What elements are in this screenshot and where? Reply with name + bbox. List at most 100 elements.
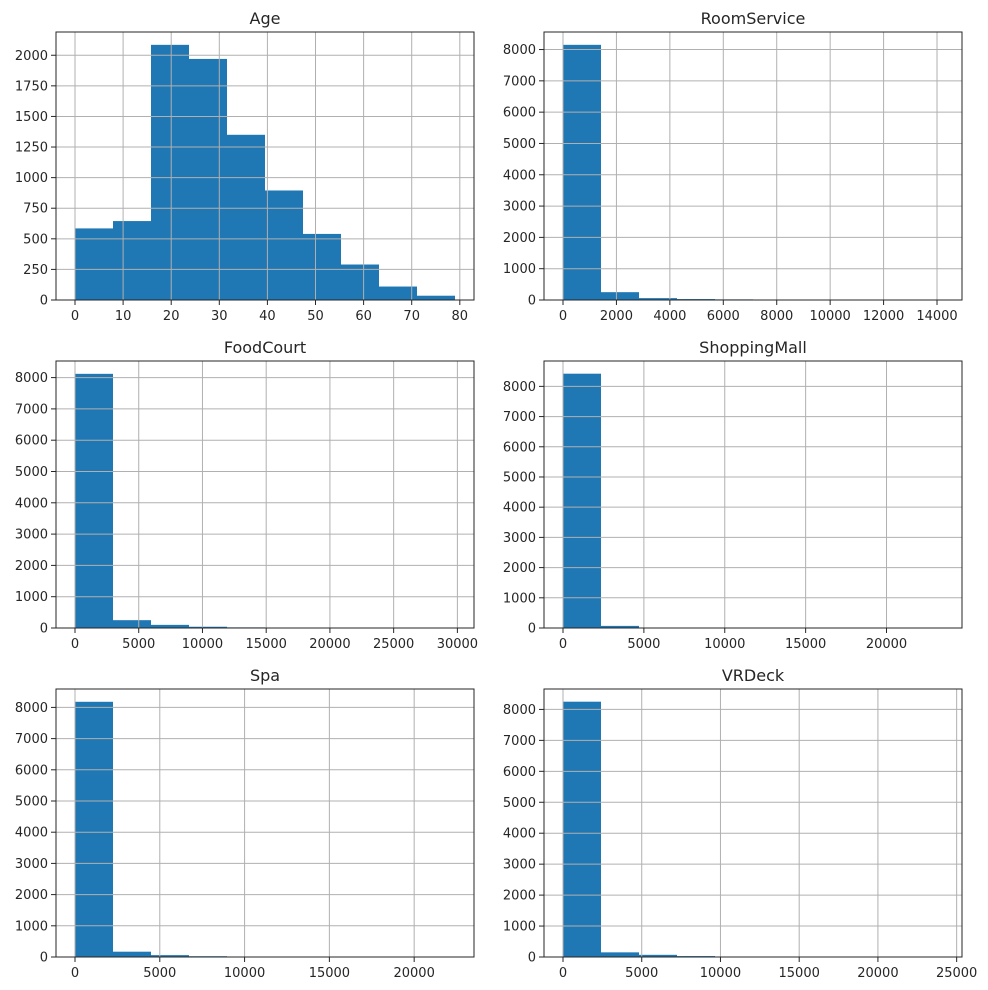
- spa-ytick-label-0: 0: [40, 951, 48, 966]
- spa-bar-2: [151, 955, 189, 957]
- vrdeck-ytick-label-0: 0: [528, 951, 536, 966]
- roomservice-bar-2: [639, 298, 677, 300]
- foodcourt-ytick-label-7: 7000: [15, 402, 48, 417]
- panel-title-roomservice: RoomService: [701, 9, 806, 28]
- vrdeck-bars: [563, 701, 943, 957]
- spa-ytick-label-2: 2000: [15, 888, 48, 903]
- foodcourt-xtick-label-0: 0: [71, 637, 79, 652]
- age-ytick-label-6: 1500: [15, 110, 48, 125]
- spa-ytick-label-5: 5000: [15, 795, 48, 810]
- shoppingmall-x-axis: 0 5000 10000 15000 20000: [559, 628, 907, 652]
- shoppingmall-grid: [544, 361, 962, 629]
- panel-title-spa: Spa: [250, 666, 280, 685]
- roomservice-bar-1: [601, 292, 639, 300]
- age-xtick-label-8: 80: [452, 309, 469, 324]
- vrdeck-y-axis: 0 1000 2000 3000 4000 5000 6000 7000 8000: [503, 703, 544, 966]
- spa-ytick-label-7: 7000: [15, 732, 48, 747]
- foodcourt-bar-2: [151, 624, 189, 628]
- panel-shoppingmall: ShoppingMall 0 5000 10000 15000 20000 0 1000 20…: [503, 338, 963, 652]
- panel-vrdeck: VRDeck 0 5000 10000 15000 20000 25000 0 1000 200…: [503, 666, 977, 981]
- age-grid: [56, 32, 474, 301]
- age-ytick-label-7: 1750: [15, 79, 48, 94]
- shoppingmall-ytick-label-8: 8000: [503, 380, 536, 395]
- roomservice-ytick-label-0: 0: [528, 294, 536, 309]
- shoppingmall-xtick-label-4: 20000: [866, 637, 907, 652]
- panel-foodcourt: FoodCourt 0 5000 10000 15000 20000 25000 30000…: [15, 338, 478, 652]
- age-ytick-label-1: 250: [23, 263, 48, 278]
- foodcourt-xtick-label-6: 30000: [437, 637, 478, 652]
- panel-title-age: Age: [250, 9, 281, 28]
- spa-bar-0: [75, 701, 113, 957]
- foodcourt-ytick-label-6: 6000: [15, 434, 48, 449]
- roomservice-xtick-label-2: 4000: [653, 309, 686, 324]
- spa-xtick-label-2: 10000: [224, 966, 265, 981]
- age-ytick-label-5: 1250: [15, 141, 48, 156]
- shoppingmall-xtick-label-0: 0: [559, 637, 567, 652]
- age-bar-2: [151, 44, 189, 300]
- panel-roomservice: RoomService 0 2000 4000 6000 8000 10000 12000 1…: [503, 9, 963, 324]
- foodcourt-bars: [75, 373, 455, 628]
- age-xtick-label-2: 20: [163, 309, 180, 324]
- vrdeck-xtick-label-3: 15000: [779, 966, 820, 981]
- age-bar-8: [379, 286, 417, 300]
- panel-title-vrdeck: VRDeck: [722, 666, 785, 685]
- roomservice-ytick-label-5: 5000: [503, 137, 536, 152]
- panel-title-shoppingmall: ShoppingMall: [699, 338, 807, 357]
- spa-xtick-label-1: 5000: [143, 966, 176, 981]
- age-bar-9: [417, 295, 455, 300]
- age-xtick-label-1: 10: [115, 309, 132, 324]
- age-bar-3: [189, 58, 227, 300]
- spa-bar-1: [113, 951, 151, 957]
- foodcourt-xtick-label-3: 15000: [246, 637, 287, 652]
- foodcourt-xtick-label-4: 20000: [309, 637, 350, 652]
- spa-xtick-label-4: 20000: [393, 966, 434, 981]
- shoppingmall-bars: [563, 373, 943, 628]
- spa-ytick-label-3: 3000: [15, 857, 48, 872]
- age-y-axis: 0 250 500 750 1000 1250 1500 1750 2000: [15, 49, 56, 309]
- shoppingmall-bar-0: [563, 373, 601, 628]
- shoppingmall-ytick-label-3: 3000: [503, 531, 536, 546]
- spa-ytick-label-8: 8000: [15, 701, 48, 716]
- vrdeck-bar-0: [563, 701, 601, 957]
- roomservice-ytick-label-6: 6000: [503, 106, 536, 121]
- vrdeck-ytick-label-1: 1000: [503, 920, 536, 935]
- roomservice-xtick-label-3: 6000: [707, 309, 740, 324]
- shoppingmall-ytick-label-5: 5000: [503, 470, 536, 485]
- foodcourt-ytick-label-1: 1000: [15, 590, 48, 605]
- spa-x-axis: 0 5000 10000 15000 20000: [71, 957, 435, 981]
- foodcourt-ytick-label-4: 4000: [15, 496, 48, 511]
- vrdeck-ytick-label-6: 6000: [503, 765, 536, 780]
- age-xtick-label-6: 60: [355, 309, 372, 324]
- roomservice-ytick-label-3: 3000: [503, 200, 536, 215]
- age-xtick-label-7: 70: [403, 309, 420, 324]
- vrdeck-ytick-label-2: 2000: [503, 889, 536, 904]
- vrdeck-xtick-label-0: 0: [559, 966, 567, 981]
- foodcourt-xtick-label-5: 25000: [373, 637, 414, 652]
- roomservice-bars: [563, 44, 943, 300]
- vrdeck-ytick-label-8: 8000: [503, 703, 536, 718]
- spa-xtick-label-3: 15000: [309, 966, 350, 981]
- age-ytick-label-0: 0: [40, 294, 48, 309]
- roomservice-ytick-label-2: 2000: [503, 231, 536, 246]
- vrdeck-x-axis: 0 5000 10000 15000 20000 25000: [559, 957, 977, 981]
- age-bars: [75, 44, 455, 300]
- foodcourt-x-axis: 0 5000 10000 15000 20000 25000 30000: [71, 628, 478, 652]
- shoppingmall-ytick-label-0: 0: [528, 622, 536, 637]
- roomservice-ytick-label-8: 8000: [503, 43, 536, 58]
- age-ytick-label-8: 2000: [15, 49, 48, 64]
- vrdeck-axes-frame: [543, 688, 963, 958]
- foodcourt-axes-frame: [55, 360, 475, 629]
- shoppingmall-ytick-label-1: 1000: [503, 591, 536, 606]
- roomservice-xtick-label-6: 12000: [863, 309, 904, 324]
- spa-axes-frame: [55, 688, 475, 958]
- age-xtick-label-5: 50: [307, 309, 324, 324]
- age-axes-frame: [55, 31, 475, 301]
- age-bar-0: [75, 228, 113, 300]
- vrdeck-ytick-label-7: 7000: [503, 734, 536, 749]
- shoppingmall-xtick-label-2: 10000: [704, 637, 745, 652]
- panel-title-foodcourt: FoodCourt: [224, 338, 306, 357]
- shoppingmall-axes-frame: [543, 360, 963, 629]
- foodcourt-xtick-label-1: 5000: [122, 637, 155, 652]
